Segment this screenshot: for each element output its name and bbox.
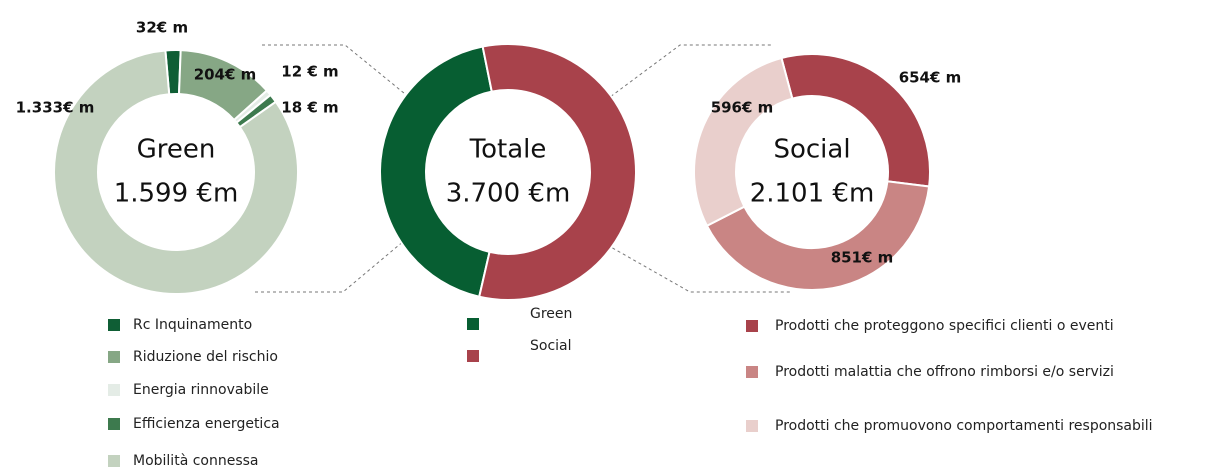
center-total: 3.700 €m [446, 179, 571, 209]
legend-swatch [108, 455, 120, 467]
legend-swatch [108, 319, 120, 331]
legend-swatch [108, 351, 120, 363]
legend-swatch [467, 318, 479, 330]
donut-segment [780, 53, 931, 188]
center-title: Social [773, 135, 850, 165]
legend-swatch [467, 350, 479, 362]
legend-label: Prodotti malattia che offrono rimborsi e… [775, 364, 1114, 380]
connector [262, 44, 411, 99]
legend-label: Efficienza energetica [133, 416, 280, 432]
data-label: 32€ m [136, 19, 188, 37]
data-label: 12 € m [281, 63, 338, 81]
donut-segment [478, 43, 637, 301]
legend-swatch [746, 320, 758, 332]
legend-swatch [746, 366, 758, 378]
data-label: 204€ m [194, 66, 257, 84]
legend-label: Riduzione del rischio [133, 349, 278, 365]
donut-segment [693, 56, 794, 228]
donut-segment [379, 45, 493, 298]
legend-swatch [108, 384, 120, 396]
data-label: 1.333€ m [16, 99, 95, 117]
data-label: 18 € m [281, 99, 338, 117]
donut-segment [705, 180, 931, 291]
legend-label: Rc Inquinamento [133, 317, 252, 333]
connector [601, 241, 792, 293]
legend-label: Green [530, 306, 572, 322]
legend-swatch [746, 420, 758, 432]
legend-label: Prodotti che promuovono comportamenti re… [775, 418, 1153, 434]
donut-segment [53, 49, 299, 295]
legend-label: Energia rinnovabile [133, 382, 269, 398]
center-total: 1.599 €m [114, 179, 239, 209]
center-title: Green [137, 135, 216, 165]
legend-label: Social [530, 338, 572, 354]
data-label: 654€ m [899, 69, 962, 87]
connector [255, 239, 406, 293]
center-title: Totale [469, 135, 547, 165]
data-label: 851€ m [831, 249, 894, 267]
connector [605, 44, 772, 101]
legend-label: Prodotti che proteggono specifici client… [775, 318, 1114, 334]
legend-label: Mobilità connessa [133, 453, 259, 469]
data-label: 596€ m [711, 99, 774, 117]
center-total: 2.101 €m [750, 179, 875, 209]
legend-swatch [108, 418, 120, 430]
